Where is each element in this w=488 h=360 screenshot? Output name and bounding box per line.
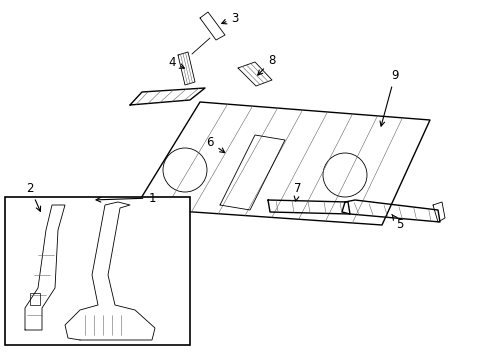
Text: 9: 9 <box>379 68 398 126</box>
Text: 2: 2 <box>26 181 41 211</box>
Text: 3: 3 <box>221 12 238 24</box>
Text: 1: 1 <box>96 192 156 204</box>
Bar <box>5 197 190 345</box>
Text: 8: 8 <box>257 54 275 75</box>
Text: 7: 7 <box>294 181 301 201</box>
Bar <box>30 293 40 305</box>
Text: 4: 4 <box>168 55 184 68</box>
Text: 5: 5 <box>391 215 403 231</box>
Text: 6: 6 <box>206 135 224 153</box>
